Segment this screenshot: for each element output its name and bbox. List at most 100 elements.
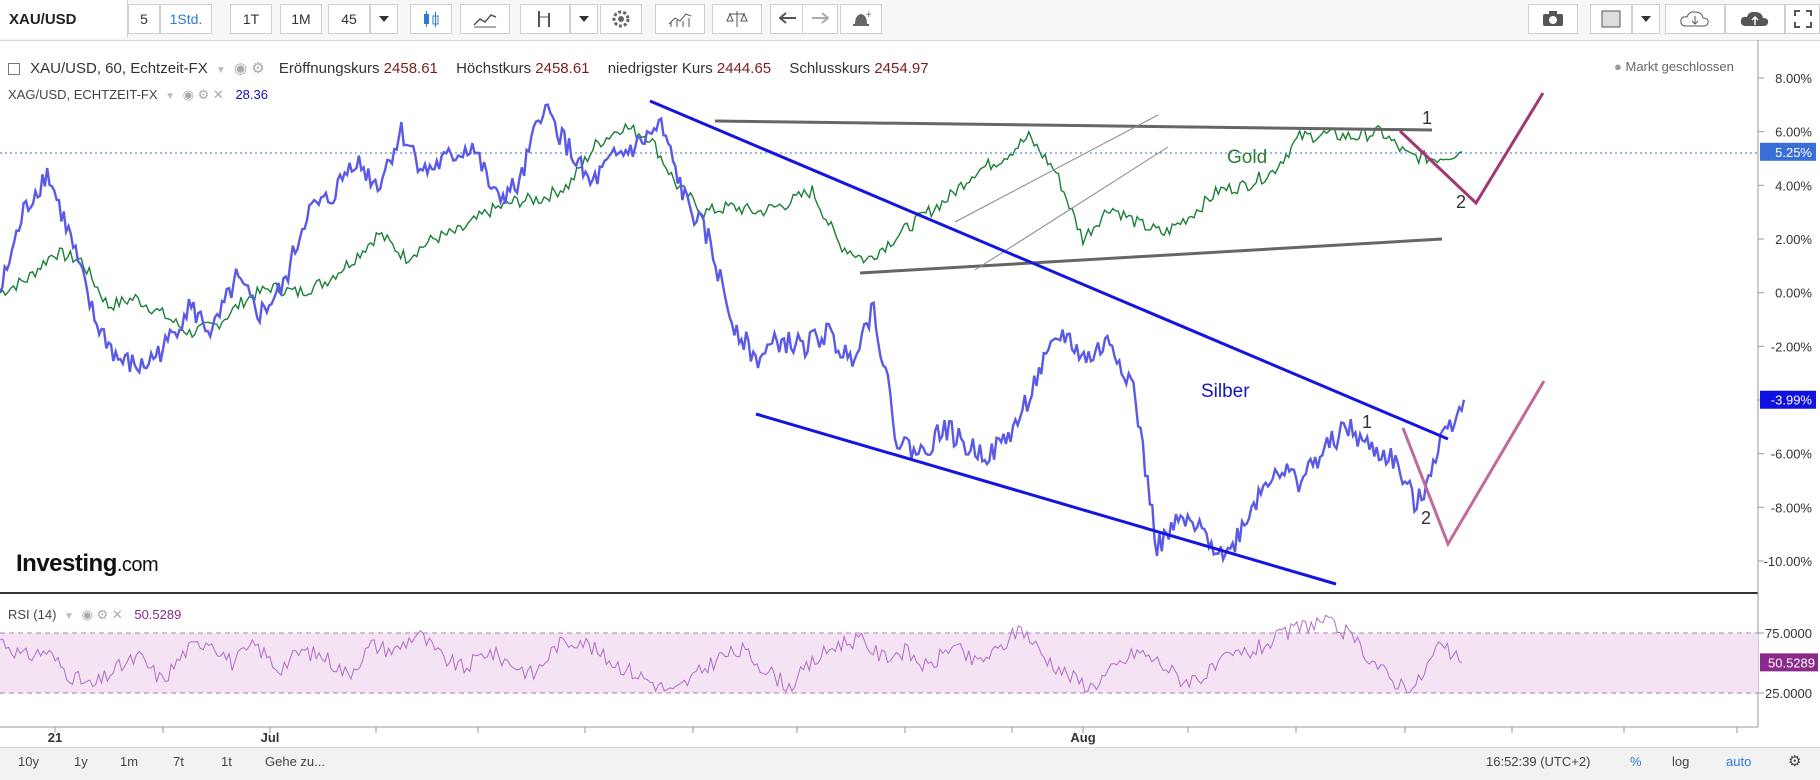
line-chart-icon[interactable] xyxy=(460,4,510,34)
clock-time: 16:52:39 (UTC+2) xyxy=(1486,754,1591,769)
y-tick-label: 2.00% xyxy=(1775,232,1812,247)
cloud-upload-icon[interactable] xyxy=(1725,4,1785,34)
rsi-value-tag-label: 50.5289 xyxy=(1768,655,1815,670)
market-status-text: Markt geschlossen xyxy=(1625,59,1734,74)
dropdown-arrow-icon[interactable]: ▼ xyxy=(64,611,74,622)
gold-channel-upper xyxy=(954,114,1159,223)
close-icon[interactable]: ✕ xyxy=(111,607,123,622)
gold-support-line xyxy=(859,237,1443,275)
range-10y-button[interactable]: 10y xyxy=(18,754,39,769)
rsi-value-tag xyxy=(1760,653,1818,672)
silver-wave-2-label: 2 xyxy=(1421,508,1431,528)
visibility-icon[interactable]: ◉ xyxy=(233,60,248,77)
grid xyxy=(54,727,1738,733)
y-tick-label: 0.00% xyxy=(1775,286,1812,301)
y-tick-label: -6.00% xyxy=(1771,447,1813,462)
visibility-icon[interactable]: ◉ xyxy=(182,87,195,102)
range-1t-button[interactable]: 1t xyxy=(221,754,232,769)
percent-scale-button[interactable]: % xyxy=(1630,754,1642,769)
y-tick-label: 6.00% xyxy=(1775,125,1812,140)
compare-scale-icon[interactable] xyxy=(712,4,762,34)
rsi-title: RSI (14) xyxy=(8,607,57,622)
fullscreen-icon[interactable] xyxy=(1785,4,1820,34)
price-tag-label: -3.99% xyxy=(1771,393,1813,408)
color-box-icon[interactable] xyxy=(1590,4,1632,34)
settings-icon[interactable]: ⚙ xyxy=(1788,753,1802,770)
close-value: 2454.97 xyxy=(874,60,929,77)
y-tick-label: -2.00% xyxy=(1771,339,1813,354)
silver-projection-path xyxy=(1401,380,1546,548)
silver-wave-1-label: 1 xyxy=(1362,412,1372,432)
dropdown-arrow-icon[interactable]: ▼ xyxy=(165,91,176,102)
indicator-icon[interactable] xyxy=(520,4,570,34)
redo-icon[interactable] xyxy=(802,4,838,34)
gear-icon[interactable]: ⚙ xyxy=(197,87,210,102)
gold-projection-path xyxy=(1398,92,1545,206)
gear-icon[interactable]: ⚙ xyxy=(251,60,265,77)
interval-45-button[interactable]: 45 xyxy=(328,4,370,34)
price-tag-label: 5.25% xyxy=(1775,145,1812,160)
interval-1d-button[interactable]: 1T xyxy=(230,4,272,34)
gold-wave-1-label: 1 xyxy=(1422,108,1432,128)
goto-button[interactable]: Gehe zu... xyxy=(265,754,325,769)
symbol-field[interactable]: XAU/USD xyxy=(0,0,128,38)
undo-icon[interactable] xyxy=(770,4,806,34)
gold-annotation: Gold xyxy=(1227,147,1267,168)
rsi-band xyxy=(0,633,1758,693)
studies-icon[interactable] xyxy=(655,4,705,34)
investing-logo: Investing.com xyxy=(16,550,159,578)
gear-icon[interactable]: ⚙ xyxy=(96,607,109,622)
main-legend: XAU/USD, 60, Echtzeit-FX ▼ ◉ ⚙ Eröffnung… xyxy=(8,59,943,77)
main-series-title: XAU/USD, 60, Echtzeit-FX xyxy=(30,60,208,77)
low-value: 2444.65 xyxy=(716,60,772,77)
y-tick-label: 8.00% xyxy=(1775,71,1812,86)
cloud-download-icon[interactable] xyxy=(1665,4,1725,34)
dropdown-arrow-icon[interactable] xyxy=(370,4,398,34)
y-tick-label: -10.00% xyxy=(1764,554,1813,569)
series-line-xag-usd xyxy=(0,103,1466,564)
interval-1m-button[interactable]: 1M xyxy=(280,4,322,34)
open-label: Eröffnungskurs xyxy=(278,60,380,77)
silver-upper-trendline xyxy=(649,99,1449,441)
rsi-line xyxy=(0,614,1463,694)
bottom-bar: 10y 1y 1m 7t 1t Gehe zu... 16:52:39 (UTC… xyxy=(0,747,1820,780)
rsi-y-tick-label: 25.0000 xyxy=(1765,686,1812,701)
y-tick-label: -4.00% xyxy=(1771,393,1813,408)
camera-icon[interactable] xyxy=(1528,4,1578,34)
logo-domain: .com xyxy=(116,554,159,576)
x-tick-label: 21 xyxy=(48,730,62,745)
interval-1h-button[interactable]: 1Std. xyxy=(160,4,212,34)
y-tick-label: 4.00% xyxy=(1775,178,1812,193)
range-1y-button[interactable]: 1y xyxy=(74,754,88,769)
high-value: 2458.61 xyxy=(535,60,590,77)
visibility-icon[interactable]: ◉ xyxy=(81,607,93,622)
range-7t-button[interactable]: 7t xyxy=(173,754,184,769)
top-toolbar: XAU/USD 5 1Std. 1T 1M 45 + xyxy=(0,0,1820,41)
dropdown-arrow-icon[interactable] xyxy=(1632,4,1660,34)
alert-bell-icon[interactable]: + xyxy=(840,4,882,34)
compare-legend: XAG/USD, ECHTZEIT-FX ▼ ◉ ⚙ ✕ 28.36 xyxy=(8,87,268,103)
close-label: Schlusskurs xyxy=(789,60,871,77)
dropdown-arrow-icon[interactable]: ▼ xyxy=(215,65,226,76)
gear-icon[interactable] xyxy=(600,4,642,34)
compare-series-title: XAG/USD, ECHTZEIT-FX xyxy=(8,87,158,102)
interval-5-button[interactable]: 5 xyxy=(128,4,160,34)
gold-channel-lower xyxy=(974,146,1169,271)
dropdown-arrow-icon[interactable] xyxy=(570,4,598,34)
gold-wave-2-label: 2 xyxy=(1456,192,1466,212)
close-icon[interactable]: ✕ xyxy=(212,87,224,102)
status-dot-icon: ● xyxy=(1614,59,1622,74)
log-scale-button[interactable]: log xyxy=(1672,754,1690,769)
silver-annotation: Silber xyxy=(1201,381,1250,402)
rsi-legend: RSI (14) ▼ ◉ ⚙ ✕ 50.5289 xyxy=(8,607,181,623)
auto-scale-button[interactable]: auto xyxy=(1726,754,1752,769)
low-label: niedrigster Kurs xyxy=(607,60,713,77)
candles-icon[interactable] xyxy=(410,4,452,34)
compare-value: 28.36 xyxy=(235,87,268,102)
rsi-value: 50.5289 xyxy=(134,607,182,622)
collapse-icon[interactable] xyxy=(8,63,20,76)
range-1m-button[interactable]: 1m xyxy=(120,754,139,769)
price-tag xyxy=(1760,390,1816,409)
x-tick-label: Aug xyxy=(1070,730,1095,745)
